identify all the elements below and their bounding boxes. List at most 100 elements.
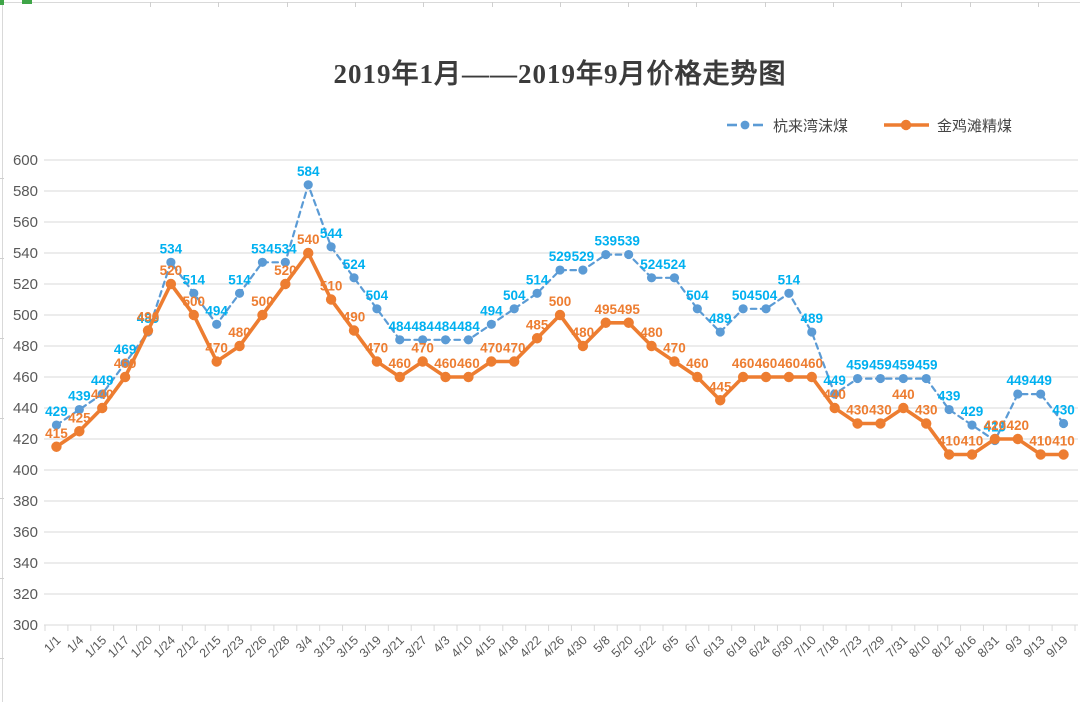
- data-point[interactable]: [669, 273, 680, 283]
- series-1-points: [51, 247, 1069, 460]
- data-point[interactable]: [372, 304, 382, 314]
- data-point[interactable]: [234, 340, 245, 352]
- data-point[interactable]: [829, 402, 840, 414]
- data-point[interactable]: [807, 327, 817, 337]
- data-point[interactable]: [898, 373, 908, 384]
- data-point[interactable]: [943, 449, 955, 460]
- data-point[interactable]: [74, 426, 85, 437]
- data-point[interactable]: [531, 333, 543, 344]
- legend-item-hanglaiwan[interactable]: 杭来湾沫煤: [726, 115, 848, 136]
- data-point[interactable]: [463, 371, 474, 383]
- data-point[interactable]: [97, 389, 107, 399]
- data-point[interactable]: [715, 327, 725, 337]
- data-label: 430: [1052, 403, 1075, 418]
- data-point[interactable]: [486, 356, 497, 367]
- data-point[interactable]: [325, 294, 337, 305]
- data-point[interactable]: [760, 371, 772, 383]
- data-point[interactable]: [967, 420, 977, 430]
- data-point[interactable]: [989, 433, 1001, 445]
- data-point[interactable]: [761, 304, 771, 314]
- data-point[interactable]: [1036, 389, 1046, 399]
- data-point[interactable]: [303, 180, 313, 190]
- data-point[interactable]: [1013, 389, 1023, 399]
- data-label: 480: [640, 325, 663, 340]
- data-point[interactable]: [120, 358, 130, 368]
- data-point[interactable]: [1058, 418, 1069, 429]
- data-point[interactable]: [737, 371, 749, 383]
- data-point[interactable]: [715, 395, 726, 406]
- data-point[interactable]: [371, 356, 383, 367]
- data-point[interactable]: [784, 288, 794, 298]
- data-point[interactable]: [646, 340, 657, 352]
- data-point[interactable]: [783, 371, 795, 383]
- data-point[interactable]: [875, 373, 886, 384]
- data-point[interactable]: [830, 389, 840, 399]
- data-point[interactable]: [806, 371, 817, 383]
- data-point[interactable]: [280, 278, 291, 290]
- data-point[interactable]: [212, 319, 222, 329]
- data-point[interactable]: [51, 420, 62, 430]
- data-point[interactable]: [463, 335, 474, 345]
- data-point[interactable]: [692, 371, 703, 383]
- legend-item-jinjitan[interactable]: 金鸡滩精煤: [883, 115, 1012, 136]
- data-label: 485: [526, 317, 549, 332]
- data-point[interactable]: [1035, 449, 1046, 460]
- data-point[interactable]: [601, 249, 611, 260]
- data-point[interactable]: [532, 288, 542, 298]
- data-point[interactable]: [394, 371, 405, 383]
- data-point[interactable]: [74, 404, 84, 415]
- data-point[interactable]: [875, 418, 886, 429]
- data-point[interactable]: [165, 278, 177, 290]
- data-point[interactable]: [97, 402, 108, 414]
- data-point[interactable]: [509, 356, 520, 367]
- data-point[interactable]: [303, 247, 314, 259]
- data-point[interactable]: [326, 242, 336, 252]
- data-point[interactable]: [486, 319, 496, 329]
- data-point[interactable]: [188, 309, 199, 321]
- data-point[interactable]: [440, 335, 451, 345]
- data-point[interactable]: [669, 356, 680, 367]
- data-point[interactable]: [944, 404, 954, 415]
- data-point[interactable]: [257, 309, 268, 321]
- data-point[interactable]: [623, 317, 634, 328]
- data-point[interactable]: [852, 418, 863, 429]
- sheet-column-tick: [355, 2, 356, 7]
- data-point[interactable]: [348, 325, 360, 336]
- data-point[interactable]: [600, 317, 611, 328]
- data-point[interactable]: [142, 325, 154, 336]
- data-point[interactable]: [280, 257, 290, 267]
- data-point[interactable]: [257, 257, 268, 267]
- data-point[interactable]: [577, 340, 589, 352]
- data-point[interactable]: [852, 373, 863, 384]
- data-point[interactable]: [898, 402, 909, 414]
- data-point[interactable]: [211, 356, 222, 367]
- data-point[interactable]: [966, 449, 978, 460]
- data-point[interactable]: [234, 288, 245, 298]
- data-point[interactable]: [624, 249, 634, 260]
- data-point[interactable]: [1012, 433, 1023, 445]
- sheet-column-tick: [218, 2, 219, 7]
- x-axis-ticks: [44, 625, 1076, 631]
- data-point[interactable]: [119, 371, 131, 383]
- data-point[interactable]: [395, 335, 405, 345]
- data-point[interactable]: [555, 265, 565, 275]
- data-label: 529: [572, 249, 595, 264]
- data-point[interactable]: [554, 309, 566, 321]
- data-point[interactable]: [440, 371, 451, 383]
- data-point[interactable]: [1058, 449, 1069, 460]
- data-point[interactable]: [692, 304, 702, 314]
- data-point[interactable]: [51, 441, 62, 452]
- data-point[interactable]: [921, 418, 932, 429]
- data-label: 514: [778, 272, 801, 287]
- data-point[interactable]: [189, 288, 199, 298]
- data-point[interactable]: [578, 265, 588, 275]
- data-point[interactable]: [509, 304, 519, 314]
- data-point[interactable]: [418, 335, 428, 345]
- data-point[interactable]: [417, 356, 428, 367]
- data-point[interactable]: [349, 273, 359, 283]
- data-point[interactable]: [738, 304, 748, 314]
- data-point[interactable]: [166, 257, 176, 267]
- data-point[interactable]: [921, 373, 931, 384]
- data-point[interactable]: [646, 273, 657, 283]
